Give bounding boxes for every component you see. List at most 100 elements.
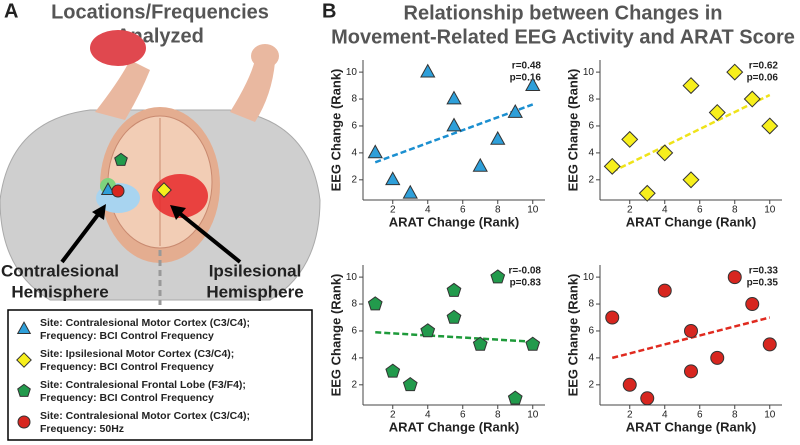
- point: [638, 184, 656, 202]
- y-tick-label: 4: [588, 353, 594, 364]
- legend-marker: [17, 383, 31, 397]
- x-tick-label: 4: [425, 205, 431, 216]
- y-tick-label: 4: [588, 148, 594, 159]
- point: [446, 282, 462, 297]
- point: [710, 350, 725, 365]
- point: [682, 171, 700, 189]
- x-tick-label: 8: [495, 410, 501, 421]
- point: [367, 296, 383, 311]
- legend-text: Site: Contralesional Motor Cortex (C3/C4…: [40, 317, 250, 329]
- point: [762, 337, 777, 352]
- stat-annotation: p=0.35: [747, 278, 779, 289]
- stat-annotation: r=0.62: [749, 61, 779, 72]
- point: [490, 269, 506, 284]
- legend-text: Frequency: BCI Control Frequency: [40, 392, 214, 404]
- point: [367, 144, 383, 159]
- point: [621, 130, 639, 148]
- y-tick-label: 2: [588, 174, 594, 185]
- point: [446, 90, 462, 105]
- y-tick-label: 4: [351, 353, 357, 364]
- x-tick-label: 8: [732, 410, 738, 421]
- x-tick-label: 4: [425, 410, 431, 421]
- legend-text: Site: Ipsilesional Motor Cortex (C3/C4);: [40, 348, 234, 360]
- y-tick-label: 8: [351, 94, 357, 105]
- point: [420, 323, 436, 338]
- x-tick-label: 6: [697, 205, 703, 216]
- x-tick-label: 6: [460, 410, 466, 421]
- fist: [90, 30, 146, 66]
- x-tick-label: 10: [764, 205, 776, 216]
- point: [525, 336, 541, 351]
- x-tick-label: 4: [662, 410, 668, 421]
- y-tick-label: 6: [351, 326, 357, 337]
- panel-title: Relationship between Changes in: [404, 2, 723, 24]
- legend-marker: [16, 352, 32, 368]
- point: [385, 363, 401, 378]
- point: [385, 171, 401, 186]
- site-marker: [114, 152, 128, 166]
- y-tick-label: 6: [588, 121, 594, 132]
- legend-text: Site: Contralesional Motor Cortex (C3/C4…: [40, 410, 250, 422]
- x-tick-label: 4: [662, 205, 668, 216]
- point: [640, 391, 655, 406]
- point: [657, 283, 672, 298]
- x-tick-label: 10: [527, 410, 539, 421]
- hemisphere-label: Hemisphere: [206, 282, 303, 301]
- point: [745, 297, 760, 312]
- stat-annotation: p=0.83: [510, 278, 542, 289]
- legend-box: [7, 309, 313, 441]
- point: [603, 157, 621, 175]
- site-marker: [156, 182, 172, 198]
- y-tick-label: 10: [583, 272, 595, 283]
- y-tick-label: 8: [588, 299, 594, 310]
- point: [446, 117, 462, 132]
- hemisphere-label: Ipsilesional: [209, 261, 302, 280]
- stat-annotation: p=0.16: [510, 73, 542, 84]
- x-axis-label: ARAT Change (Rank): [626, 214, 756, 229]
- x-tick-label: 8: [732, 205, 738, 216]
- x-axis-label: ARAT Change (Rank): [626, 419, 756, 434]
- x-axis-label: ARAT Change (Rank): [389, 214, 519, 229]
- y-tick-label: 4: [351, 148, 357, 159]
- point: [726, 63, 744, 81]
- y-axis-label: EEG Change (Rank): [328, 274, 343, 397]
- panel-title: Locations/Frequencies: [51, 1, 269, 23]
- illustration: [0, 30, 321, 305]
- panel-title: Movement-Related EEG Activity and ARAT S…: [331, 26, 795, 48]
- y-tick-label: 10: [346, 272, 358, 283]
- x-tick-label: 10: [764, 410, 776, 421]
- x-tick-label: 8: [495, 205, 501, 216]
- x-tick-label: 6: [460, 205, 466, 216]
- stat-annotation: r=0.48: [512, 61, 542, 72]
- hemisphere-label: Contralesional: [1, 261, 119, 280]
- point: [472, 157, 488, 172]
- point: [472, 336, 488, 351]
- x-tick-label: 2: [627, 410, 633, 421]
- point: [525, 77, 541, 91]
- point: [622, 377, 637, 392]
- point: [684, 323, 698, 338]
- trend-line: [374, 103, 534, 164]
- arrowhead: [92, 204, 106, 220]
- legend-text: Frequency: BCI Control Frequency: [40, 330, 214, 342]
- point: [420, 63, 436, 78]
- y-tick-label: 8: [351, 299, 357, 310]
- trend-line: [611, 93, 771, 173]
- x-tick-label: 2: [390, 205, 396, 216]
- legend-text: Frequency: 50Hz: [40, 423, 124, 435]
- stat-annotation: r=-0.08: [508, 266, 541, 277]
- arrow: [176, 210, 242, 264]
- arrowhead: [170, 205, 186, 220]
- point: [446, 309, 462, 324]
- hand: [251, 44, 279, 68]
- trend-line: [375, 331, 533, 343]
- y-tick-label: 2: [351, 379, 357, 390]
- hemisphere-label: Hemisphere: [11, 282, 108, 301]
- point: [507, 390, 523, 405]
- point: [605, 310, 620, 325]
- point: [490, 130, 506, 145]
- y-tick-label: 10: [583, 67, 595, 78]
- point: [727, 270, 742, 285]
- point: [656, 144, 674, 162]
